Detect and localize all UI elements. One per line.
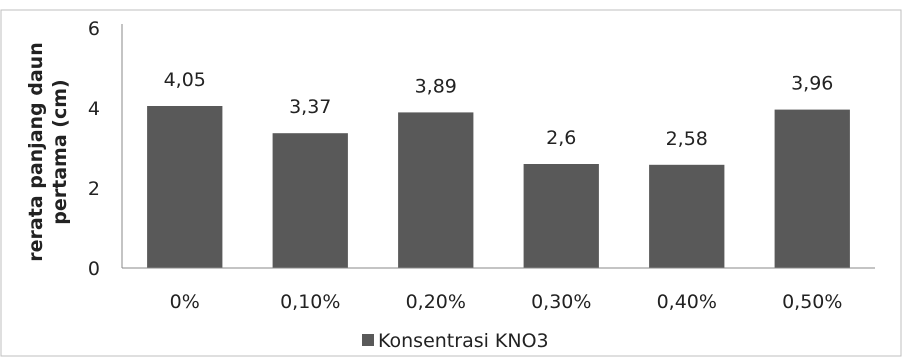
y-tick-label: 4 — [88, 98, 100, 120]
y-tick-label: 2 — [88, 178, 100, 200]
legend-label: Konsentrasi KNO3 — [378, 330, 549, 352]
x-category-label: 0,30% — [531, 291, 591, 313]
x-axis-category-labels: 0% 0,10% 0,20% 0,30% 0,40% 0,50% — [170, 291, 843, 313]
bar-value-label: 2,58 — [666, 128, 708, 150]
y-tick-label: 6 — [88, 18, 100, 40]
bar-value-label: 4,05 — [164, 69, 206, 91]
y-tick-label: 0 — [88, 258, 100, 280]
y-axis-ticks: 0 2 4 6 — [88, 18, 100, 280]
bar-value-label: 3,37 — [289, 96, 331, 118]
bar — [649, 164, 725, 268]
bar-value-label: 2,6 — [546, 127, 576, 149]
bar-value-label: 3,96 — [791, 73, 833, 95]
x-category-label: 0,10% — [280, 291, 340, 313]
x-category-label: 0,20% — [406, 291, 466, 313]
y-axis-title: rerata panjang daun pertama (cm) — [25, 42, 71, 261]
x-category-label: 0,40% — [657, 291, 717, 313]
bars — [147, 106, 850, 269]
legend-swatch — [362, 334, 374, 346]
x-category-label: 0% — [170, 291, 200, 313]
bar — [398, 112, 474, 269]
legend: Konsentrasi KNO3 — [362, 330, 549, 352]
bar — [523, 164, 599, 268]
bar — [272, 133, 348, 268]
bar-value-label: 3,89 — [415, 75, 457, 97]
data-labels: 4,05 3,37 3,89 2,6 2,58 3,96 — [164, 69, 834, 150]
y-axis-title-line-1: rerata panjang daun — [25, 42, 47, 261]
x-category-label: 0,50% — [782, 291, 842, 313]
y-axis-title-line-2: pertama (cm) — [49, 79, 71, 224]
bar — [774, 109, 850, 268]
bar — [147, 106, 223, 268]
